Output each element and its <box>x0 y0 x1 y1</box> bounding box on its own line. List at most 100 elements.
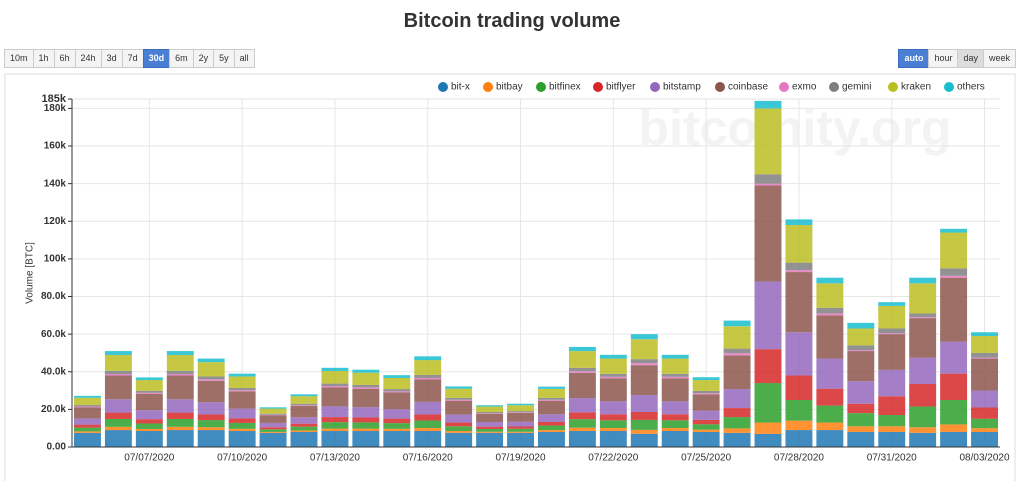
bar-segment <box>166 399 194 413</box>
bar-segment <box>290 431 318 447</box>
bar-segment <box>104 370 132 375</box>
button[interactable]: 3d <box>100 49 123 68</box>
bar-segment <box>878 415 906 427</box>
bar-segment <box>940 268 968 276</box>
button[interactable]: week <box>982 49 1016 68</box>
bar-segment <box>74 427 101 432</box>
bar-segment <box>878 302 906 306</box>
bar-segment <box>259 407 287 409</box>
bar-segment <box>568 371 596 373</box>
bar-segment <box>135 431 163 447</box>
bar-segment <box>259 432 287 447</box>
x-tick-label: 07/25/2020 <box>681 453 731 464</box>
bar-segment <box>754 383 782 423</box>
bar-segment <box>909 427 937 433</box>
bar-segment <box>352 428 380 432</box>
bar-segment <box>692 380 720 391</box>
bar-segment <box>847 350 875 352</box>
legend-swatch <box>944 82 954 92</box>
bar-segment <box>785 420 813 431</box>
bar-segment <box>476 413 504 422</box>
legend-swatch <box>715 82 725 92</box>
bar-segment <box>661 376 689 379</box>
bar-segment <box>259 408 287 414</box>
bar-segment <box>599 428 627 432</box>
legend-swatch <box>829 82 839 92</box>
bar-segment <box>507 432 534 447</box>
bar-segment <box>599 420 627 429</box>
button[interactable]: 6h <box>53 49 76 68</box>
bar-segment <box>290 405 318 406</box>
bar-segment <box>661 354 689 359</box>
bar-segment <box>321 417 349 423</box>
bar-segment <box>383 392 411 410</box>
bar-segment <box>74 397 101 406</box>
bar-segment <box>74 406 101 408</box>
bar-segment <box>816 422 844 431</box>
bar-segment <box>568 427 596 432</box>
bar-segment <box>352 384 380 388</box>
bar-segment <box>723 355 751 390</box>
bar-segment <box>259 415 287 423</box>
bar-segment <box>723 348 751 354</box>
legend-swatch <box>888 82 898 92</box>
bar-segment <box>445 431 473 433</box>
bar-segment <box>228 418 256 423</box>
bar-segment <box>878 333 906 335</box>
bar-segment <box>940 275 968 278</box>
bar-segment <box>538 399 565 401</box>
bar-segment <box>321 386 349 388</box>
bar-segment <box>754 433 782 447</box>
bar-segment <box>383 389 411 392</box>
bar-segment <box>568 412 596 420</box>
bar-segment <box>383 377 411 390</box>
bar-segment <box>909 406 937 428</box>
button[interactable]: all <box>233 49 255 68</box>
bar-segment <box>847 322 875 329</box>
bar-segment <box>135 428 163 432</box>
bar-segment <box>414 420 442 429</box>
bar-segment <box>723 417 751 429</box>
bar-segment <box>754 349 782 384</box>
bar-segment <box>661 401 689 415</box>
button[interactable]: 30d <box>142 49 171 68</box>
bar-segment <box>197 379 225 381</box>
bar-segment <box>878 426 906 432</box>
bar-segment <box>290 417 318 424</box>
x-tick-label: 07/07/2020 <box>124 453 174 464</box>
y-tick-label: 40.0k <box>41 366 66 377</box>
bar-segment <box>135 392 163 394</box>
bar-segment <box>507 412 534 422</box>
bar-segment <box>104 355 132 371</box>
bar-segment <box>630 395 658 413</box>
range-buttons: 10m 1h 6h 24h 3d 7d 30d 6m 2y 5y all <box>4 49 255 68</box>
bar-segment <box>971 418 998 429</box>
bar-segment <box>971 336 998 353</box>
bar-segment <box>445 422 473 427</box>
x-tick-label: 07/19/2020 <box>496 453 546 464</box>
button[interactable]: auto <box>898 49 930 68</box>
bar-segment <box>785 219 813 226</box>
bar-segment <box>290 426 318 431</box>
bar-segment <box>383 431 411 447</box>
button[interactable]: day <box>957 49 984 68</box>
x-tick-label: 07/28/2020 <box>774 453 824 464</box>
legend-label: bit-x <box>451 82 470 93</box>
bar-segment <box>816 388 844 406</box>
bar-segment <box>135 419 163 424</box>
bar-segment <box>383 423 411 429</box>
bar-segment <box>197 402 225 415</box>
bar-segment <box>878 369 906 397</box>
y-tick-label: 80.0k <box>41 291 66 302</box>
bar-segment <box>971 431 998 447</box>
bar-segment <box>878 396 906 416</box>
legend-label: coinbase <box>728 82 768 93</box>
bar-segment <box>909 357 937 384</box>
bar-segment <box>228 408 256 419</box>
bar-segment <box>476 426 504 429</box>
y-tick-label: 185k <box>42 93 67 105</box>
bar-segment <box>507 428 534 432</box>
bar-segment <box>197 414 225 421</box>
bar-segment <box>383 409 411 419</box>
